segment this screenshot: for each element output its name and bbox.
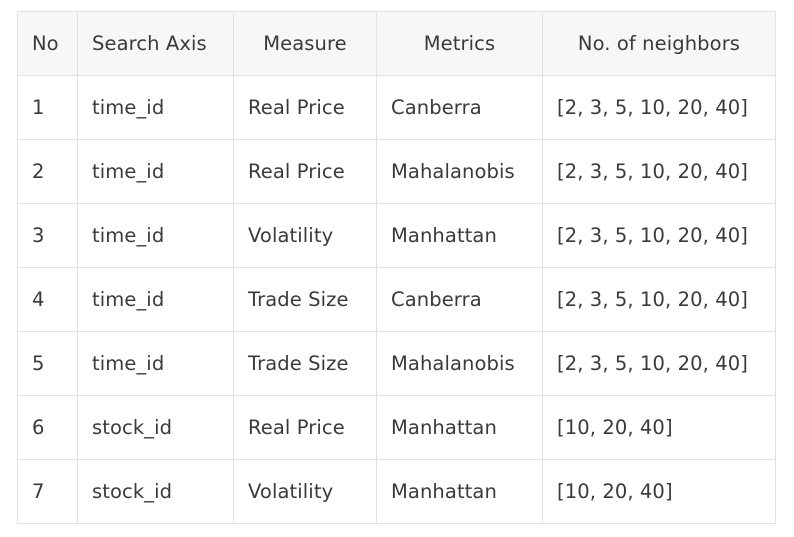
cell-measure: Real Price (233, 139, 377, 204)
cell-search-axis: time_id (77, 267, 234, 332)
cell-metrics: Canberra (376, 75, 543, 140)
cell-neighbors: [2, 3, 5, 10, 20, 40] (542, 203, 776, 268)
cell-measure: Volatility (233, 459, 377, 524)
cell-no: 6 (17, 395, 78, 460)
cell-search-axis: stock_id (77, 395, 234, 460)
cell-metrics: Manhattan (376, 395, 543, 460)
table-row: 4 time_id Trade Size Canberra [2, 3, 5, … (17, 267, 776, 332)
table-row: 1 time_id Real Price Canberra [2, 3, 5, … (17, 75, 776, 140)
search-config-table: No Search Axis Measure Metrics No. of ne… (17, 11, 776, 524)
cell-search-axis: time_id (77, 75, 234, 140)
header-search-axis: Search Axis (77, 11, 234, 76)
cell-metrics: Manhattan (376, 459, 543, 524)
cell-metrics: Canberra (376, 267, 543, 332)
header-no: No (17, 11, 78, 76)
cell-measure: Real Price (233, 395, 377, 460)
cell-measure: Volatility (233, 203, 377, 268)
table-row: 2 time_id Real Price Mahalanobis [2, 3, … (17, 139, 776, 204)
cell-metrics: Manhattan (376, 203, 543, 268)
cell-neighbors: [2, 3, 5, 10, 20, 40] (542, 139, 776, 204)
table-header-row: No Search Axis Measure Metrics No. of ne… (17, 11, 776, 76)
cell-no: 5 (17, 331, 78, 396)
header-neighbors: No. of neighbors (542, 11, 776, 76)
cell-metrics: Mahalanobis (376, 331, 543, 396)
cell-metrics: Mahalanobis (376, 139, 543, 204)
cell-no: 4 (17, 267, 78, 332)
cell-search-axis: time_id (77, 139, 234, 204)
cell-no: 7 (17, 459, 78, 524)
cell-neighbors: [10, 20, 40] (542, 395, 776, 460)
cell-neighbors: [2, 3, 5, 10, 20, 40] (542, 75, 776, 140)
table-row: 6 stock_id Real Price Manhattan [10, 20,… (17, 395, 776, 460)
cell-no: 1 (17, 75, 78, 140)
cell-search-axis: time_id (77, 331, 234, 396)
cell-no: 2 (17, 139, 78, 204)
cell-measure: Trade Size (233, 267, 377, 332)
cell-measure: Real Price (233, 75, 377, 140)
cell-neighbors: [10, 20, 40] (542, 459, 776, 524)
table-container: No Search Axis Measure Metrics No. of ne… (17, 11, 776, 524)
cell-neighbors: [2, 3, 5, 10, 20, 40] (542, 331, 776, 396)
table-row: 3 time_id Volatility Manhattan [2, 3, 5,… (17, 203, 776, 268)
cell-measure: Trade Size (233, 331, 377, 396)
cell-search-axis: time_id (77, 203, 234, 268)
table-row: 5 time_id Trade Size Mahalanobis [2, 3, … (17, 331, 776, 396)
cell-no: 3 (17, 203, 78, 268)
table-row: 7 stock_id Volatility Manhattan [10, 20,… (17, 459, 776, 524)
cell-search-axis: stock_id (77, 459, 234, 524)
header-metrics: Metrics (376, 11, 543, 76)
header-measure: Measure (233, 11, 377, 76)
cell-neighbors: [2, 3, 5, 10, 20, 40] (542, 267, 776, 332)
